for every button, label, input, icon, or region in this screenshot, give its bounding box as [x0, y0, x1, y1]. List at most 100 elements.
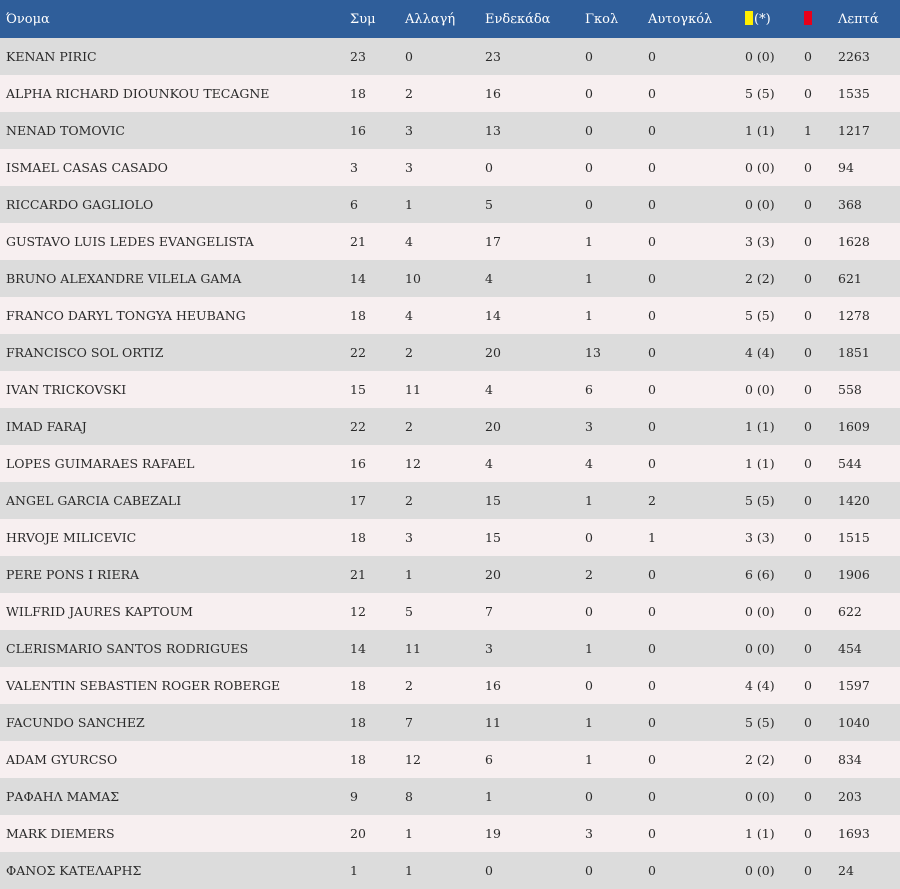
minutes-cell: 1040 — [838, 715, 870, 730]
player-name-cell[interactable]: MARK DIEMERS — [6, 826, 115, 841]
header-red-cards[interactable] — [804, 0, 838, 38]
goals-cell: 1 — [585, 641, 593, 656]
player-name-cell[interactable]: LOPES GUIMARAES RAFAEL — [6, 456, 195, 471]
own-goals-cell: 0 — [648, 641, 656, 656]
player-name-cell[interactable]: ALPHA RICHARD DIOUNKOU TECAGNE — [6, 86, 270, 101]
goals-cell: 0 — [585, 123, 593, 138]
header-minutes[interactable]: Λεπτά — [838, 11, 879, 27]
substitute-cell: 4 — [405, 308, 413, 323]
player-name-cell[interactable]: IVAN TRICKOVSKI — [6, 382, 127, 397]
minutes-cell: 1535 — [838, 86, 870, 101]
yellow-cards-cell: 0 (0) — [745, 789, 775, 804]
appearances-cell: 6 — [350, 197, 358, 212]
appearances-cell: 14 — [350, 641, 366, 656]
table-row: ALPHA RICHARD DIOUNKOU TECAGNE 18 2 16 0 0 5 (… — [0, 75, 900, 112]
player-name-cell[interactable]: VALENTIN SEBASTIEN ROGER ROBERGE — [6, 678, 281, 693]
substitute-cell: 1 — [405, 863, 413, 878]
red-cards-cell: 0 — [804, 382, 812, 397]
appearances-cell: 17 — [350, 493, 366, 508]
header-appearances[interactable]: Συμ — [350, 11, 376, 27]
goals-cell: 1 — [585, 752, 593, 767]
red-cards-cell: 0 — [804, 567, 812, 582]
red-cards-cell: 0 — [804, 678, 812, 693]
header-own-goals[interactable]: Αυτογκόλ — [648, 11, 713, 27]
minutes-cell: 834 — [838, 752, 862, 767]
own-goals-cell: 0 — [648, 197, 656, 212]
minutes-cell: 1515 — [838, 530, 870, 545]
own-goals-cell: 0 — [648, 382, 656, 397]
player-name-cell[interactable]: BRUNO ALEXANDRE VILELA GAMA — [6, 271, 242, 286]
minutes-cell: 1609 — [838, 419, 870, 434]
yellow-cards-cell: 3 (3) — [745, 234, 775, 249]
player-name-cell[interactable]: HRVOJE MILICEVIC — [6, 530, 137, 545]
table-row: MARK DIEMERS 20 1 19 3 0 1 (1) 0 1693 — [0, 815, 900, 852]
minutes-cell: 1278 — [838, 308, 870, 323]
player-name-cell[interactable]: KENAN PIRIC — [6, 49, 97, 64]
appearances-cell: 12 — [350, 604, 366, 619]
goals-cell: 0 — [585, 49, 593, 64]
table-row: LOPES GUIMARAES RAFAEL 16 12 4 4 0 1 (1) 0 544 — [0, 445, 900, 482]
substitute-cell: 3 — [405, 530, 413, 545]
player-name-cell[interactable]: FACUNDO SANCHEZ — [6, 715, 145, 730]
own-goals-cell: 0 — [648, 863, 656, 878]
substitute-cell: 1 — [405, 197, 413, 212]
player-name-cell[interactable]: ISMAEL CASAS CASADO — [6, 160, 168, 175]
table-row: IMAD FARAJ 22 2 20 3 0 1 (1) 0 1609 — [0, 408, 900, 445]
own-goals-cell: 0 — [648, 604, 656, 619]
header-yellow-cards[interactable]: (*) — [745, 0, 804, 38]
player-name-cell[interactable]: WILFRID JAURES KAPTOUM — [6, 604, 193, 619]
goals-cell: 1 — [585, 271, 593, 286]
minutes-cell: 1693 — [838, 826, 870, 841]
red-cards-cell: 0 — [804, 160, 812, 175]
appearances-cell: 18 — [350, 715, 366, 730]
starting-cell: 0 — [485, 863, 493, 878]
header-starting[interactable]: Ενδεκάδα — [485, 11, 551, 27]
own-goals-cell: 0 — [648, 567, 656, 582]
red-cards-cell: 0 — [804, 826, 812, 841]
starting-cell: 1 — [485, 789, 493, 804]
minutes-cell: 1217 — [838, 123, 870, 138]
table-row: VALENTIN SEBASTIEN ROGER ROBERGE 18 2 16 0 0 4… — [0, 667, 900, 704]
player-name-cell[interactable]: ADAM GYURCSO — [6, 752, 118, 767]
table-row: IVAN TRICKOVSKI 15 11 4 6 0 0 (0) 0 558 — [0, 371, 900, 408]
red-cards-cell: 0 — [804, 271, 812, 286]
yellow-cards-cell: 1 (1) — [745, 826, 775, 841]
yellow-cards-cell: 5 (5) — [745, 86, 775, 101]
own-goals-cell: 0 — [648, 826, 656, 841]
player-name-cell[interactable]: FRANCISCO SOL ORTIZ — [6, 345, 164, 360]
goals-cell: 1 — [585, 715, 593, 730]
header-name[interactable]: Όνομα — [6, 11, 50, 27]
header-substitute[interactable]: Αλλαγή — [405, 11, 456, 27]
goals-cell: 4 — [585, 456, 593, 471]
header-yellow-suffix: (*) — [754, 12, 771, 27]
player-name-cell[interactable]: ΦΑΝΟΣ ΚΑΤΕΛΑΡΗΣ — [6, 863, 142, 878]
red-cards-cell: 0 — [804, 197, 812, 212]
own-goals-cell: 0 — [648, 345, 656, 360]
header-goals[interactable]: Γκολ — [585, 11, 619, 27]
player-name-cell[interactable]: PERE PONS I RIERA — [6, 567, 140, 582]
starting-cell: 19 — [485, 826, 501, 841]
substitute-cell: 2 — [405, 419, 413, 434]
player-name-cell[interactable]: NENAD TOMOVIC — [6, 123, 125, 138]
yellow-cards-cell: 2 (2) — [745, 271, 775, 286]
player-name-cell[interactable]: ANGEL GARCIA CABEZALI — [6, 493, 182, 508]
player-name-cell[interactable]: ΡΑΦΑΗΛ ΜΑΜΑΣ — [6, 789, 120, 804]
goals-cell: 1 — [585, 308, 593, 323]
minutes-cell: 368 — [838, 197, 862, 212]
player-name-cell[interactable]: RICCARDO GAGLIOLO — [6, 197, 154, 212]
substitute-cell: 2 — [405, 345, 413, 360]
own-goals-cell: 0 — [648, 234, 656, 249]
substitute-cell: 1 — [405, 567, 413, 582]
player-name-cell[interactable]: CLERISMARIO SANTOS RODRIGUES — [6, 641, 249, 656]
appearances-cell: 15 — [350, 382, 366, 397]
player-name-cell[interactable]: GUSTAVO LUIS LEDES EVANGELISTA — [6, 234, 254, 249]
yellow-cards-cell: 5 (5) — [745, 493, 775, 508]
substitute-cell: 12 — [405, 752, 421, 767]
player-name-cell[interactable]: FRANCO DARYL TONGYA HEUBANG — [6, 308, 246, 323]
starting-cell: 4 — [485, 271, 493, 286]
substitute-cell: 12 — [405, 456, 421, 471]
starting-cell: 15 — [485, 530, 501, 545]
header-row: Όνομα Συμ Αλλαγή Ενδεκάδα Γκολ Αυτογκόλ … — [0, 0, 900, 38]
minutes-cell: 454 — [838, 641, 862, 656]
player-name-cell[interactable]: IMAD FARAJ — [6, 419, 87, 434]
